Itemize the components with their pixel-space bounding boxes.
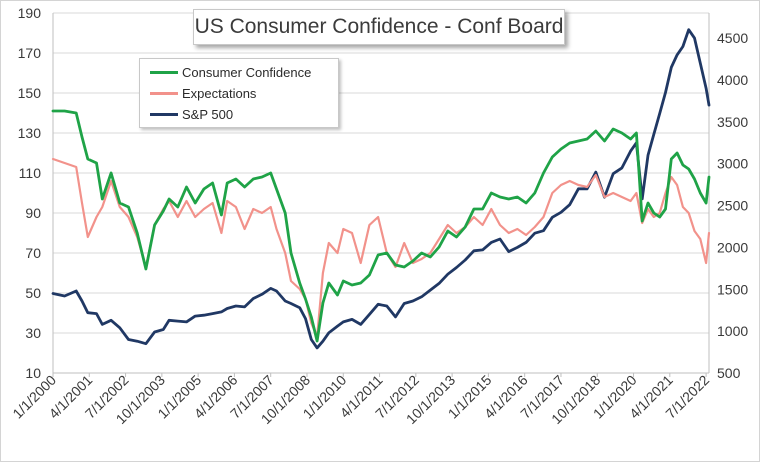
legend-swatch-sp500 xyxy=(150,113,178,116)
right-tick-label-1: 1000 xyxy=(717,323,748,339)
right-tick-label-6: 3500 xyxy=(717,114,748,130)
left-tick-label-7: 150 xyxy=(18,85,42,101)
legend-label-expectations: Expectations xyxy=(182,86,257,101)
right-tick-label-8: 4500 xyxy=(717,30,748,46)
left-tick-label-8: 170 xyxy=(18,45,42,61)
chart-title-text: US Consumer Confidence - Conf Board xyxy=(194,15,564,38)
series-line-consumer-confidence xyxy=(51,109,711,343)
legend-label-sp500: S&P 500 xyxy=(182,107,234,122)
series-line-s-p-500 xyxy=(51,28,711,350)
legend-entry-expectations: Expectations xyxy=(140,84,338,103)
chart-title: US Consumer Confidence - Conf Board xyxy=(193,9,565,45)
left-tick-label-2: 50 xyxy=(25,285,41,301)
left-tick-label-5: 110 xyxy=(19,165,42,181)
left-tick-label-0: 10 xyxy=(25,365,41,381)
legend-label-consumer-confidence: Consumer Confidence xyxy=(182,65,312,80)
right-tick-label-2: 1500 xyxy=(717,281,748,297)
left-tick-label-4: 90 xyxy=(25,205,41,221)
legend-entry-sp500: S&P 500 xyxy=(140,105,338,124)
legend-entry-consumer-confidence: Consumer Confidence xyxy=(140,63,338,82)
right-tick-label-0: 500 xyxy=(717,365,741,381)
legend-swatch-consumer-confidence xyxy=(150,71,178,74)
chart-legend: Consumer Confidence Expectations S&P 500 xyxy=(139,58,339,128)
right-tick-label-3: 2000 xyxy=(717,239,748,255)
left-tick-label-3: 70 xyxy=(25,245,41,261)
right-tick-label-7: 4000 xyxy=(717,72,748,88)
right-tick-label-5: 3000 xyxy=(717,156,748,172)
left-tick-label-1: 30 xyxy=(25,325,41,341)
left-tick-label-6: 130 xyxy=(18,125,42,141)
right-tick-label-4: 2500 xyxy=(717,198,748,214)
left-tick-label-9: 190 xyxy=(18,5,42,21)
legend-swatch-expectations xyxy=(150,92,178,95)
